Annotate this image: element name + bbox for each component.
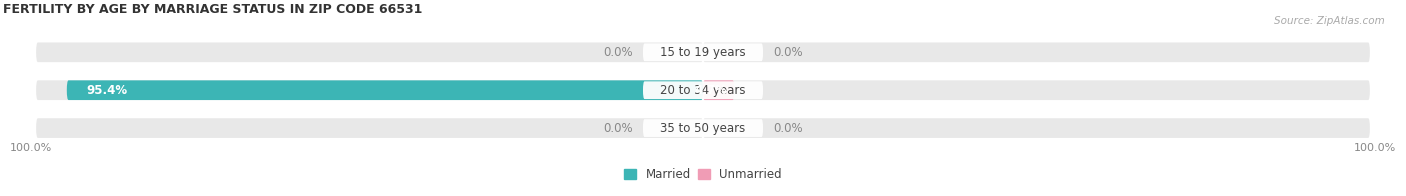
FancyBboxPatch shape bbox=[703, 43, 1369, 62]
FancyBboxPatch shape bbox=[37, 43, 703, 62]
Text: 4.7%: 4.7% bbox=[695, 84, 728, 97]
Text: 95.4%: 95.4% bbox=[87, 84, 128, 97]
Text: 100.0%: 100.0% bbox=[1354, 143, 1396, 153]
FancyBboxPatch shape bbox=[703, 118, 1369, 138]
FancyBboxPatch shape bbox=[37, 80, 703, 100]
FancyBboxPatch shape bbox=[703, 80, 1369, 100]
Text: 100.0%: 100.0% bbox=[10, 143, 52, 153]
Text: 35 to 50 years: 35 to 50 years bbox=[661, 122, 745, 135]
Text: 20 to 34 years: 20 to 34 years bbox=[661, 84, 745, 97]
Text: 0.0%: 0.0% bbox=[773, 46, 803, 59]
FancyBboxPatch shape bbox=[643, 119, 763, 137]
FancyBboxPatch shape bbox=[703, 80, 734, 100]
Text: 0.0%: 0.0% bbox=[773, 122, 803, 135]
Text: 0.0%: 0.0% bbox=[603, 122, 633, 135]
Text: 15 to 19 years: 15 to 19 years bbox=[661, 46, 745, 59]
Text: FERTILITY BY AGE BY MARRIAGE STATUS IN ZIP CODE 66531: FERTILITY BY AGE BY MARRIAGE STATUS IN Z… bbox=[3, 3, 422, 16]
Legend: Married, Unmarried: Married, Unmarried bbox=[620, 163, 786, 186]
Text: Source: ZipAtlas.com: Source: ZipAtlas.com bbox=[1274, 16, 1385, 26]
FancyBboxPatch shape bbox=[37, 118, 703, 138]
FancyBboxPatch shape bbox=[643, 44, 763, 61]
FancyBboxPatch shape bbox=[643, 81, 763, 99]
FancyBboxPatch shape bbox=[67, 80, 703, 100]
Text: 0.0%: 0.0% bbox=[603, 46, 633, 59]
